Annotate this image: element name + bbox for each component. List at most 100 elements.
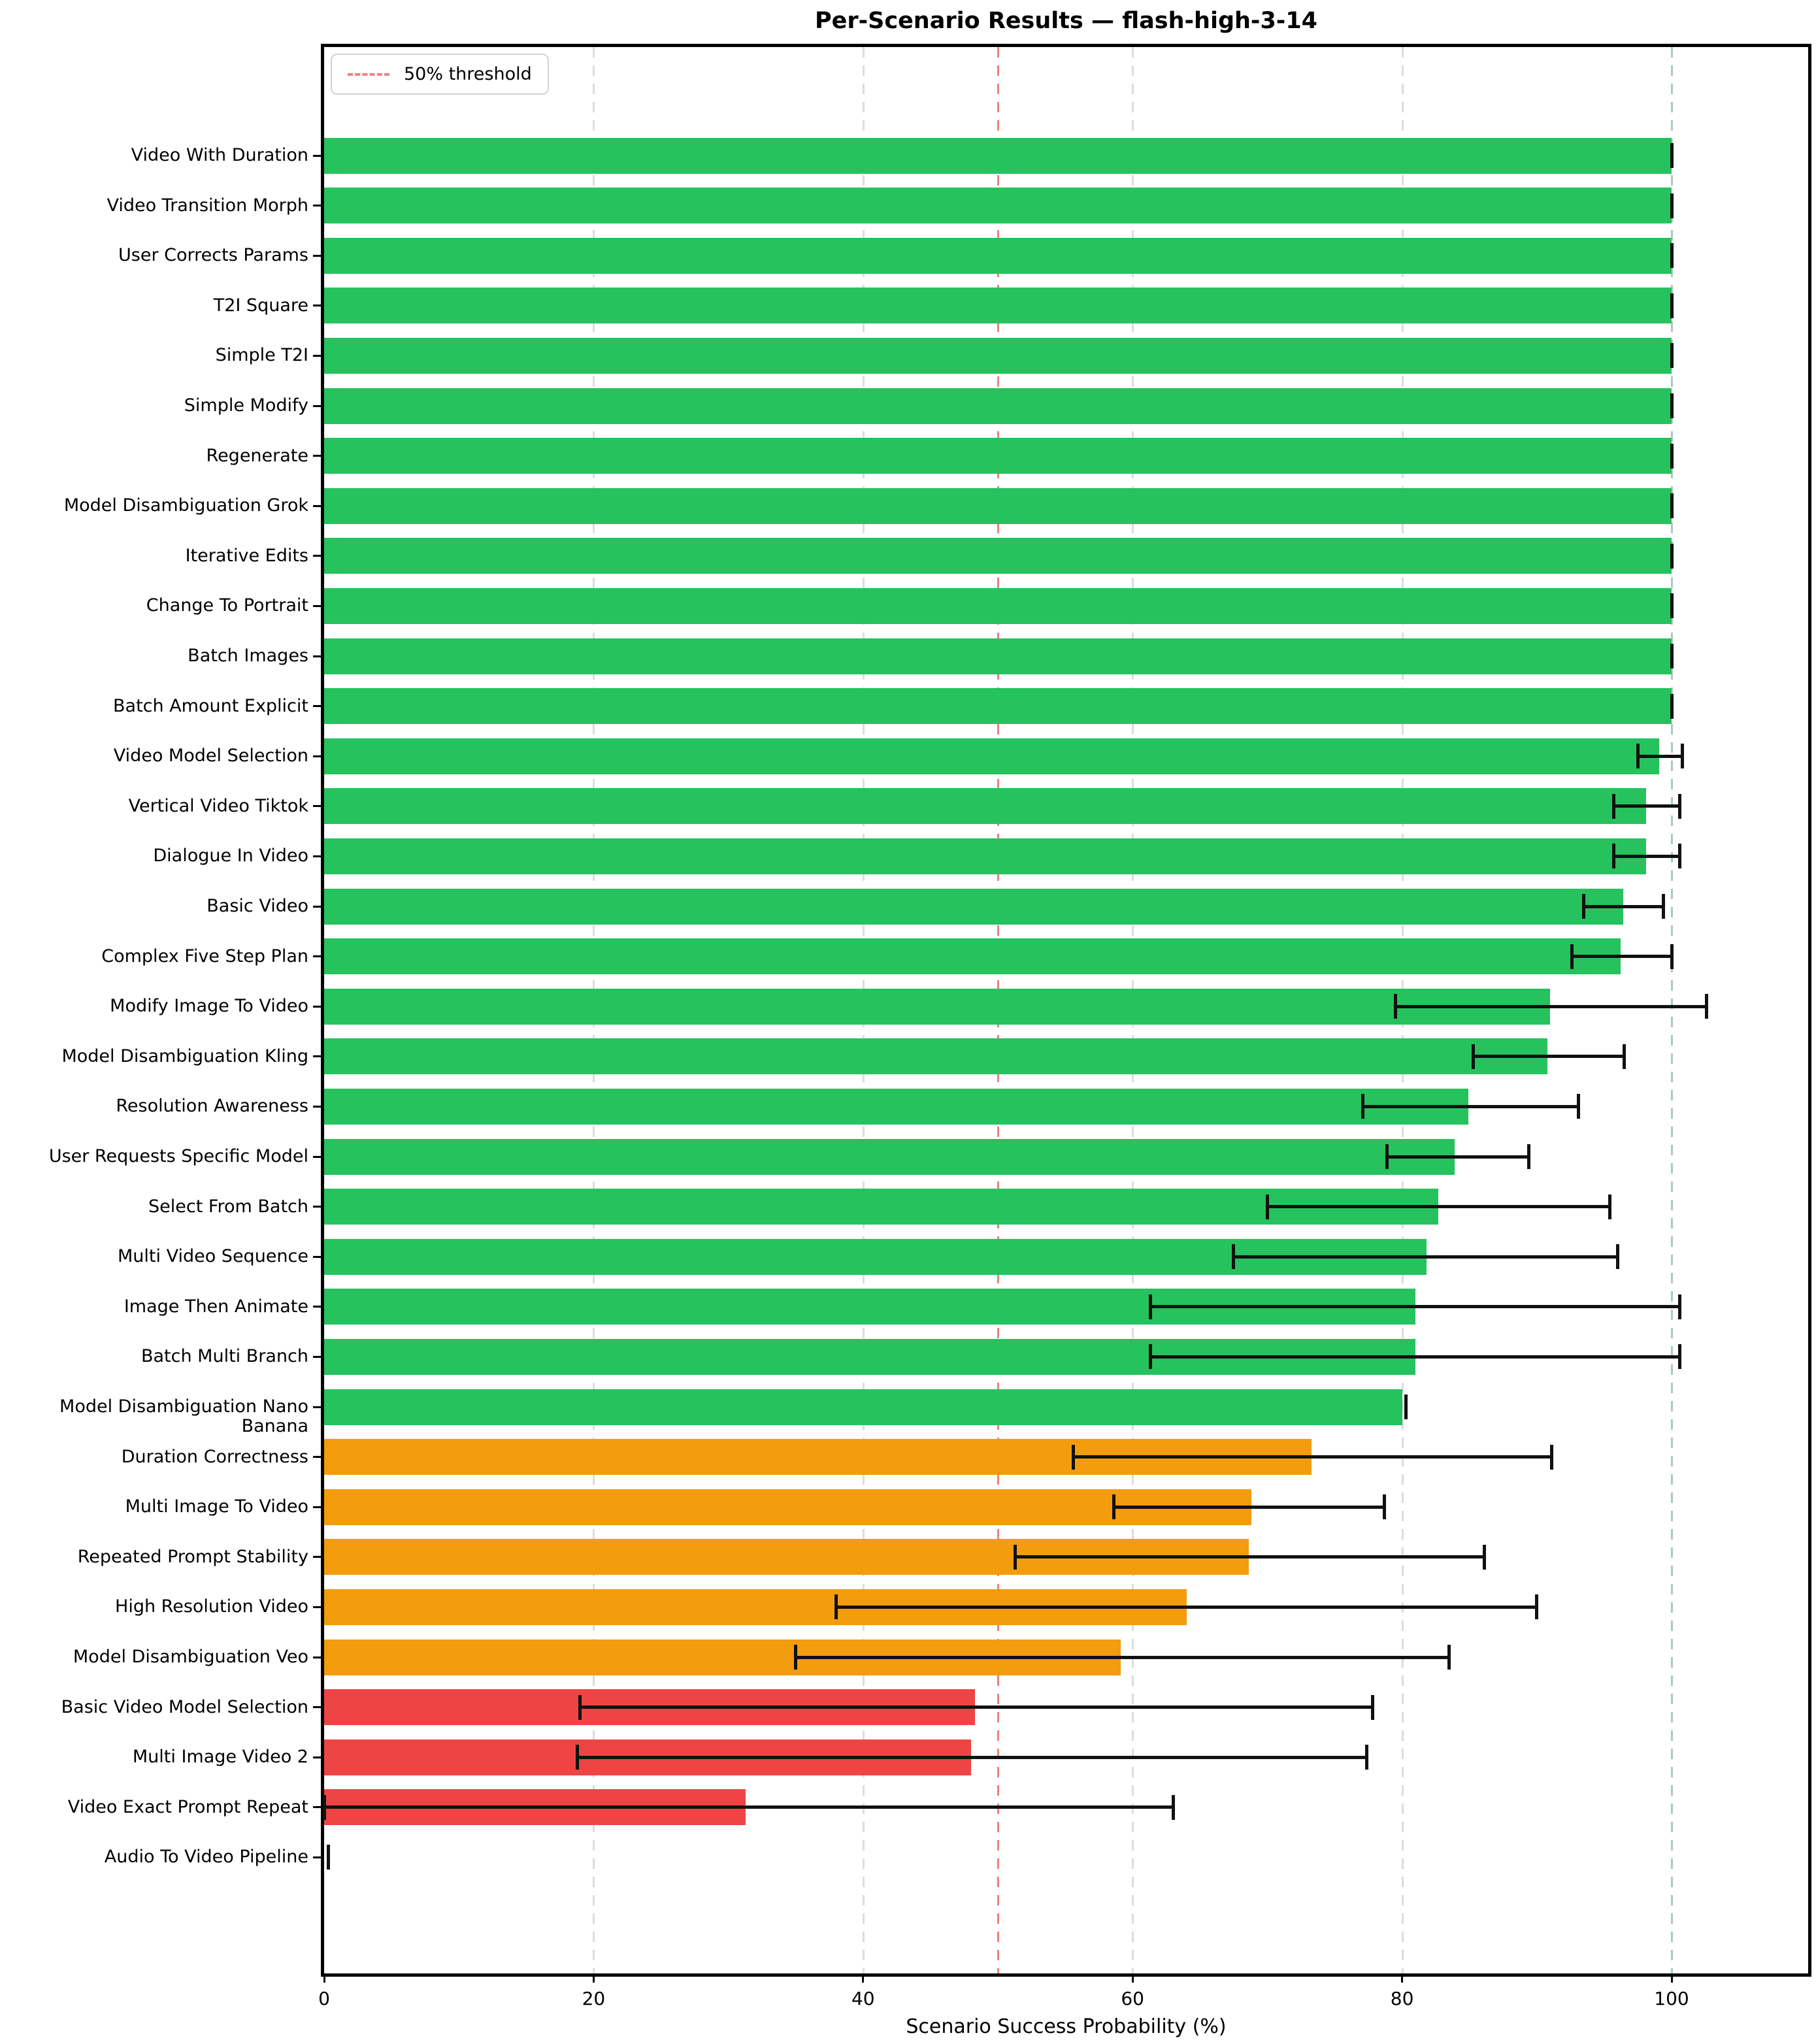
error-bar-cap-high [1527, 1144, 1530, 1169]
error-bar-cap-low [1071, 1444, 1075, 1470]
error-bar-cap [1670, 693, 1674, 719]
y-axis-label: Dialogue In Video [153, 846, 308, 866]
error-bar-cap-high [1365, 1745, 1369, 1770]
y-tick-mark [313, 1306, 322, 1308]
y-tick-mark [313, 1055, 322, 1058]
bar [324, 1389, 1402, 1425]
y-tick-mark [313, 1506, 322, 1508]
y-axis-label: Vertical Video Tiktok [128, 795, 308, 816]
error-bar-cap [1670, 443, 1674, 469]
error-bar-cap [1670, 644, 1674, 668]
legend-label: 50% threshold [404, 64, 532, 84]
y-tick-mark [313, 1456, 322, 1459]
y-axis-label: User Requests Specific Model [48, 1146, 308, 1166]
error-bar-line [1572, 955, 1672, 959]
error-bar-line [1638, 754, 1683, 758]
y-tick-mark [313, 1206, 322, 1208]
y-axis-label: Model Disambiguation Nano Banana [59, 1396, 308, 1436]
y-tick-mark [313, 1556, 322, 1558]
error-bar-cap [1670, 593, 1674, 619]
y-axis-label: Basic Video [206, 896, 308, 916]
error-bar-cap-low [1385, 1144, 1389, 1169]
y-tick-mark [313, 1155, 322, 1158]
y-axis-label: Change To Portrait [146, 595, 308, 616]
error-bar-line [1015, 1555, 1485, 1559]
error-bar-cap-low [794, 1645, 798, 1670]
error-bar-cap-high [1677, 844, 1681, 869]
error-bar-cap-low [1472, 1044, 1476, 1069]
error-bar-cap-high [1623, 1044, 1626, 1069]
error-bar-cap [1404, 1394, 1408, 1419]
bar [324, 938, 1621, 975]
error-bar-cap-high [1370, 1694, 1374, 1720]
y-axis-label: Resolution Awareness [116, 1096, 308, 1117]
x-tick-label: 60 [1121, 1988, 1144, 2009]
error-bar-cap-high [1608, 1194, 1611, 1219]
plot-area: 50% threshold [321, 44, 1811, 1977]
gridline-100 [1671, 47, 1673, 1973]
y-tick-mark [313, 1406, 322, 1408]
bar [324, 137, 1672, 174]
y-tick-mark [313, 254, 322, 257]
error-bar-cap [1670, 293, 1674, 318]
y-tick-mark [313, 755, 322, 757]
y-axis-label: Video With Duration [131, 145, 308, 165]
bar [324, 487, 1672, 524]
x-axis-label: Scenario Success Probability (%) [906, 2015, 1227, 2038]
y-tick-mark [313, 154, 322, 157]
error-bar-cap-high [1383, 1494, 1387, 1520]
bar [324, 888, 1623, 925]
y-tick-mark [313, 1255, 322, 1258]
error-bar-cap-low [1582, 894, 1586, 919]
chart-title: Per-Scenario Results — flash-high-3-14 [814, 8, 1318, 34]
y-axis-label: Video Exact Prompt Repeat [67, 1796, 308, 1817]
y-axis-label: Simple T2I [215, 345, 308, 366]
error-bar-line [577, 1755, 1367, 1759]
bar [324, 538, 1672, 574]
y-axis-label: User Corrects Params [118, 245, 308, 266]
error-bar-cap-high [1549, 1444, 1553, 1470]
plot-inner: 50% threshold [322, 47, 1808, 1973]
x-tick-label: 20 [582, 1988, 606, 2009]
y-tick-mark [313, 1706, 322, 1709]
error-bar-line [795, 1655, 1449, 1659]
error-bar-cap-high [1670, 944, 1674, 969]
error-bar-cap-high [1662, 894, 1666, 919]
y-axis-label: Basic Video Model Selection [61, 1696, 308, 1717]
y-tick-mark [313, 1656, 322, 1658]
bar [324, 337, 1672, 374]
error-bar-line [1583, 904, 1664, 908]
error-bar-cap [1670, 493, 1674, 519]
bar [324, 838, 1646, 874]
y-axis-label: Modify Image To Video [110, 996, 308, 1017]
y-tick-mark [313, 354, 322, 357]
y-axis-label: Complex Five Step Plan [101, 946, 308, 966]
y-axis-label: Batch Amount Explicit [113, 695, 308, 716]
bar [324, 638, 1672, 674]
error-bar-line [836, 1605, 1537, 1609]
error-bar-cap [1670, 393, 1674, 418]
y-tick-mark [313, 705, 322, 708]
error-bar-line [1150, 1355, 1680, 1359]
error-bar-cap-low [1014, 1544, 1017, 1570]
error-bar-cap-high [1677, 1294, 1681, 1319]
y-tick-mark [313, 555, 322, 557]
y-axis-label: Audio To Video Pipeline [104, 1847, 308, 1868]
error-bar-cap-low [1265, 1194, 1269, 1219]
y-axis-label: Model Disambiguation Grok [63, 495, 308, 516]
error-bar-cap-low [1112, 1494, 1115, 1520]
error-bar-cap-low [578, 1694, 582, 1720]
bar [324, 1189, 1439, 1225]
y-axis-label: Simple Modify [184, 395, 308, 416]
y-tick-mark [313, 455, 322, 457]
x-tick-label: 0 [318, 1988, 330, 2009]
error-bar-cap-high [1677, 793, 1681, 819]
error-bar-cap-low [1148, 1294, 1152, 1319]
error-bar-cap [1670, 243, 1674, 269]
error-bar-cap-low [1393, 994, 1397, 1019]
error-bar-cap-high [1705, 994, 1709, 1019]
x-tick-label: 100 [1654, 1988, 1689, 2009]
y-tick-mark [313, 504, 322, 507]
y-tick-mark [313, 655, 322, 657]
error-bar-cap-low [834, 1594, 838, 1620]
